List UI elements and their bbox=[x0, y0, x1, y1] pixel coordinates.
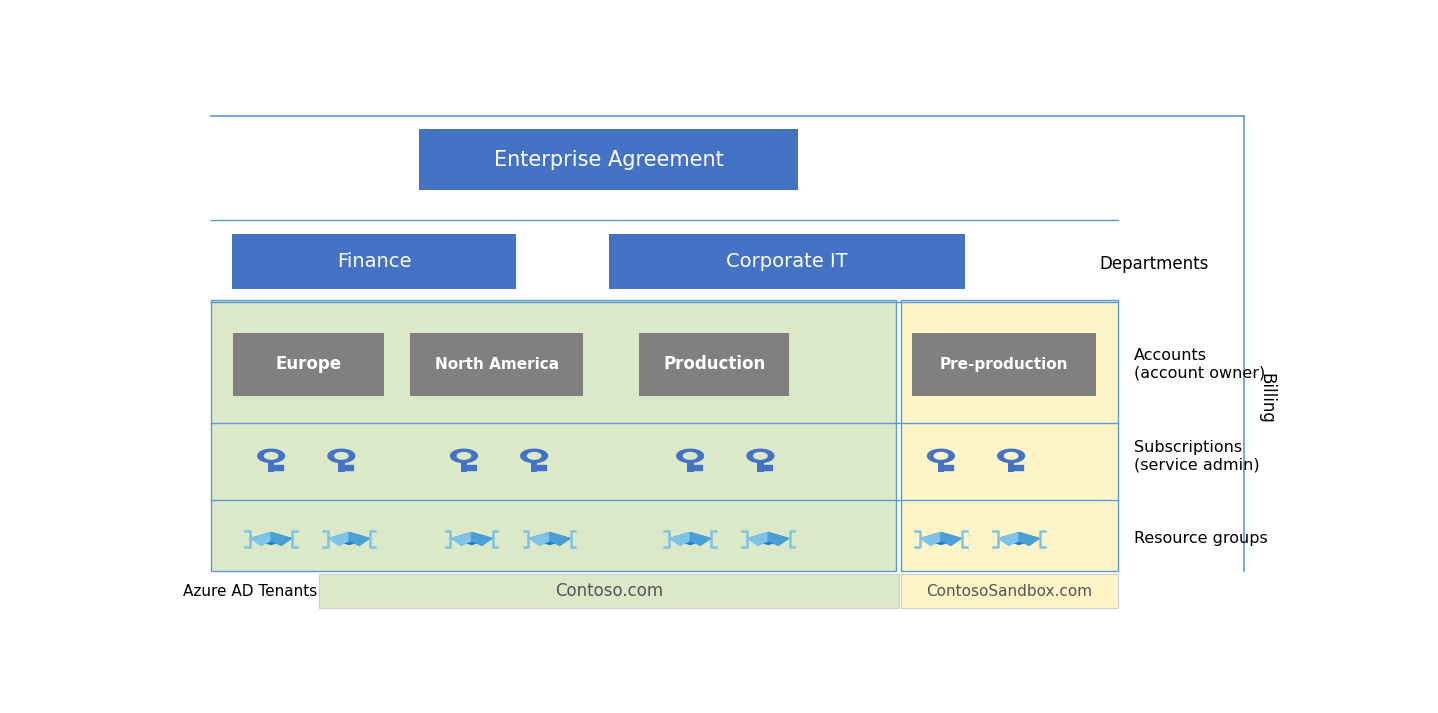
Text: Departments: Departments bbox=[1099, 255, 1208, 273]
Text: Pre-production: Pre-production bbox=[939, 356, 1068, 371]
Polygon shape bbox=[467, 465, 476, 467]
FancyBboxPatch shape bbox=[319, 574, 899, 608]
Polygon shape bbox=[1005, 453, 1018, 459]
Polygon shape bbox=[677, 449, 703, 463]
Polygon shape bbox=[746, 449, 774, 463]
Polygon shape bbox=[275, 465, 283, 467]
Polygon shape bbox=[265, 453, 278, 459]
Polygon shape bbox=[693, 465, 702, 467]
Polygon shape bbox=[329, 533, 370, 545]
Polygon shape bbox=[940, 533, 961, 545]
Polygon shape bbox=[528, 453, 541, 459]
Polygon shape bbox=[1020, 533, 1040, 545]
FancyBboxPatch shape bbox=[410, 332, 584, 396]
Polygon shape bbox=[920, 533, 940, 545]
Polygon shape bbox=[935, 453, 948, 459]
Polygon shape bbox=[345, 465, 354, 467]
Polygon shape bbox=[549, 533, 569, 545]
Polygon shape bbox=[452, 533, 472, 545]
Polygon shape bbox=[467, 468, 476, 470]
Polygon shape bbox=[764, 468, 772, 470]
Polygon shape bbox=[250, 533, 272, 545]
Polygon shape bbox=[945, 468, 952, 470]
Polygon shape bbox=[670, 533, 690, 545]
FancyBboxPatch shape bbox=[267, 458, 275, 471]
Polygon shape bbox=[748, 533, 788, 545]
Text: ContosoSandbox.com: ContosoSandbox.com bbox=[926, 584, 1093, 599]
Polygon shape bbox=[690, 533, 710, 545]
Polygon shape bbox=[472, 533, 492, 545]
Text: Corporate IT: Corporate IT bbox=[726, 252, 848, 271]
Polygon shape bbox=[345, 468, 354, 470]
FancyBboxPatch shape bbox=[756, 458, 764, 471]
FancyBboxPatch shape bbox=[608, 234, 965, 289]
Polygon shape bbox=[272, 533, 292, 545]
Polygon shape bbox=[275, 468, 283, 470]
Polygon shape bbox=[521, 449, 548, 463]
FancyBboxPatch shape bbox=[638, 332, 789, 396]
Text: Production: Production bbox=[663, 355, 765, 373]
Polygon shape bbox=[335, 453, 348, 459]
Polygon shape bbox=[1014, 465, 1022, 467]
Polygon shape bbox=[452, 533, 492, 545]
Polygon shape bbox=[748, 533, 768, 545]
Polygon shape bbox=[693, 468, 702, 470]
FancyBboxPatch shape bbox=[912, 332, 1096, 396]
Polygon shape bbox=[920, 533, 961, 545]
Polygon shape bbox=[945, 465, 952, 467]
FancyBboxPatch shape bbox=[233, 332, 384, 396]
FancyBboxPatch shape bbox=[900, 574, 1119, 608]
Polygon shape bbox=[349, 533, 370, 545]
FancyBboxPatch shape bbox=[211, 299, 896, 571]
Polygon shape bbox=[529, 533, 569, 545]
FancyBboxPatch shape bbox=[460, 458, 467, 471]
Polygon shape bbox=[999, 533, 1020, 545]
Polygon shape bbox=[754, 453, 766, 459]
Polygon shape bbox=[928, 449, 955, 463]
Polygon shape bbox=[764, 465, 772, 467]
Polygon shape bbox=[999, 533, 1040, 545]
Text: Enterprise Agreement: Enterprise Agreement bbox=[493, 150, 723, 170]
Polygon shape bbox=[768, 533, 788, 545]
Text: Azure AD Tenants: Azure AD Tenants bbox=[183, 584, 318, 599]
Polygon shape bbox=[250, 533, 292, 545]
FancyBboxPatch shape bbox=[900, 299, 1119, 571]
Text: North America: North America bbox=[434, 356, 559, 371]
Polygon shape bbox=[998, 449, 1024, 463]
Text: Subscriptions
(service admin): Subscriptions (service admin) bbox=[1133, 440, 1260, 472]
FancyBboxPatch shape bbox=[420, 130, 798, 190]
Polygon shape bbox=[683, 453, 697, 459]
FancyBboxPatch shape bbox=[1008, 458, 1014, 471]
Text: Accounts
(account owner): Accounts (account owner) bbox=[1133, 348, 1265, 381]
Polygon shape bbox=[1014, 468, 1022, 470]
FancyBboxPatch shape bbox=[938, 458, 945, 471]
Polygon shape bbox=[257, 449, 285, 463]
Polygon shape bbox=[329, 533, 349, 545]
FancyBboxPatch shape bbox=[687, 458, 693, 471]
Polygon shape bbox=[670, 533, 710, 545]
Text: Contoso.com: Contoso.com bbox=[555, 583, 663, 600]
Polygon shape bbox=[538, 465, 546, 467]
FancyBboxPatch shape bbox=[338, 458, 345, 471]
Polygon shape bbox=[450, 449, 477, 463]
Polygon shape bbox=[457, 453, 470, 459]
Polygon shape bbox=[529, 533, 549, 545]
Text: Finance: Finance bbox=[336, 252, 411, 271]
Polygon shape bbox=[538, 468, 546, 470]
Text: Resource groups: Resource groups bbox=[1133, 531, 1267, 546]
FancyBboxPatch shape bbox=[232, 234, 516, 289]
Text: Europe: Europe bbox=[276, 355, 342, 373]
Polygon shape bbox=[328, 449, 355, 463]
FancyBboxPatch shape bbox=[531, 458, 538, 471]
Text: Billing: Billing bbox=[1257, 373, 1276, 424]
